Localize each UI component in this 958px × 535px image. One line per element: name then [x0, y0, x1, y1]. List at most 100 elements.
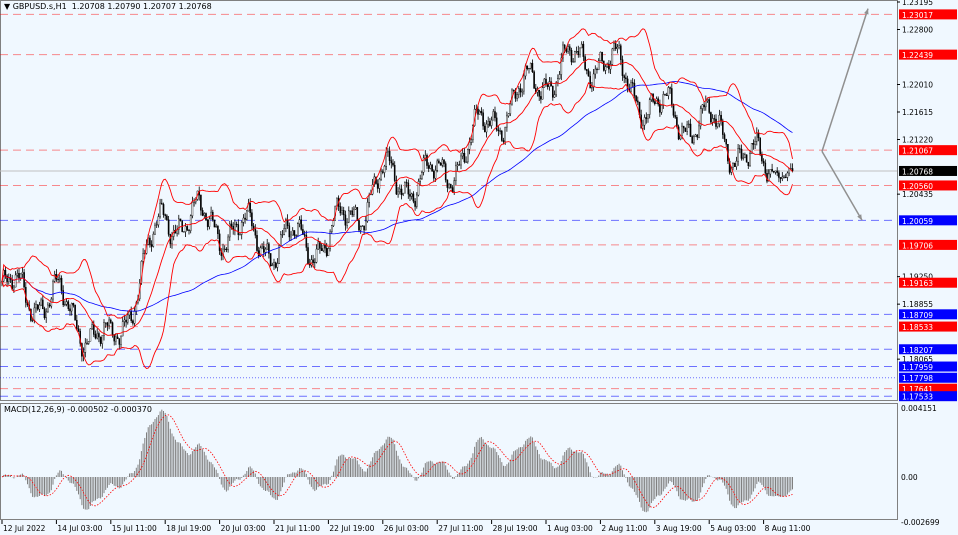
candle-body [286, 219, 289, 226]
candle-body [686, 124, 688, 132]
chart-menu-icon[interactable]: ▼ [4, 2, 11, 11]
candle-body [596, 68, 598, 71]
candle [4, 266, 7, 279]
candle [558, 71, 561, 80]
candle [543, 78, 546, 88]
macd-scale-label: -0.002699 [901, 518, 940, 527]
candle-body [635, 95, 637, 102]
forecast-arrowhead-icon [864, 8, 869, 15]
candle [249, 198, 252, 218]
candle-body [225, 248, 228, 251]
candle [133, 306, 136, 327]
candle-body [545, 78, 547, 85]
candle-body [693, 136, 695, 144]
candle-body [162, 204, 165, 215]
candle [769, 169, 772, 178]
candle-body [633, 82, 636, 96]
candle-body [468, 142, 471, 150]
candle-body [558, 74, 561, 79]
candle-body [786, 172, 789, 178]
candle-body [616, 46, 619, 49]
candle-body [764, 162, 767, 174]
candle-body [441, 159, 444, 166]
candle-body [64, 304, 66, 306]
candle-body [263, 246, 265, 253]
candle-body [186, 226, 189, 231]
candle [359, 225, 362, 234]
candle-body [407, 182, 410, 195]
candle [42, 294, 44, 310]
candle-body [778, 172, 780, 178]
candle [441, 157, 444, 168]
candle-body [16, 272, 19, 276]
candle [759, 137, 761, 157]
candle-body [23, 272, 25, 288]
candle [96, 328, 98, 340]
candle [297, 222, 299, 237]
moving-average-line [1, 81, 793, 312]
candle [256, 230, 258, 253]
candle-body [103, 322, 105, 336]
candle-body [399, 188, 401, 193]
candle-body [574, 51, 576, 62]
candle-body [436, 160, 439, 171]
candle-body [115, 336, 117, 342]
candle [557, 74, 559, 87]
candle-body [94, 334, 97, 339]
price-axis-label: 1.22800 [902, 26, 933, 35]
candle-body [111, 322, 114, 335]
candle-body [349, 210, 352, 212]
price-axis-label: 1.20435 [902, 190, 933, 199]
candle [64, 300, 66, 307]
candle-body [767, 173, 770, 182]
candle-body [681, 125, 683, 136]
candle [531, 59, 534, 73]
candle-body [358, 220, 360, 231]
candle-body [744, 154, 746, 159]
candle [725, 138, 727, 148]
candle-body [59, 277, 61, 280]
candle-body [269, 253, 272, 267]
candle-body [463, 152, 466, 163]
level-price-tag: 1.19163 [902, 279, 933, 288]
candle [98, 331, 100, 343]
candle-body [484, 125, 486, 133]
candle [477, 105, 479, 120]
candle [754, 136, 756, 149]
candle-body [713, 118, 716, 120]
candle-body [703, 104, 705, 108]
candle [703, 101, 705, 111]
candle-body [152, 233, 155, 247]
candle [400, 184, 403, 200]
candle [684, 127, 687, 132]
candle [567, 42, 569, 54]
candle [286, 214, 289, 229]
candle [300, 215, 303, 231]
candle-body [609, 64, 612, 70]
candle-body [409, 193, 411, 197]
candle-body [36, 304, 39, 310]
macd-pane-frame [0, 403, 898, 520]
candle [217, 224, 219, 239]
candle [120, 335, 122, 349]
candle-body [446, 179, 449, 188]
candle [739, 144, 741, 154]
candle-body [740, 148, 743, 159]
candle-body [431, 164, 433, 172]
candle-body [733, 163, 736, 167]
candle [672, 103, 675, 118]
candle-body [439, 162, 442, 166]
candle [307, 242, 309, 265]
time-axis-label: 12 Jul 2022 [3, 524, 46, 533]
candle [116, 334, 119, 339]
candle [487, 116, 490, 128]
level-price-tag-bg [899, 383, 957, 394]
candle-body [737, 148, 739, 162]
candle-body [591, 86, 593, 89]
candle-body [240, 222, 243, 235]
candle [518, 86, 520, 99]
candle-body [698, 125, 700, 138]
candle-body [783, 176, 785, 178]
candle-body [67, 301, 70, 309]
